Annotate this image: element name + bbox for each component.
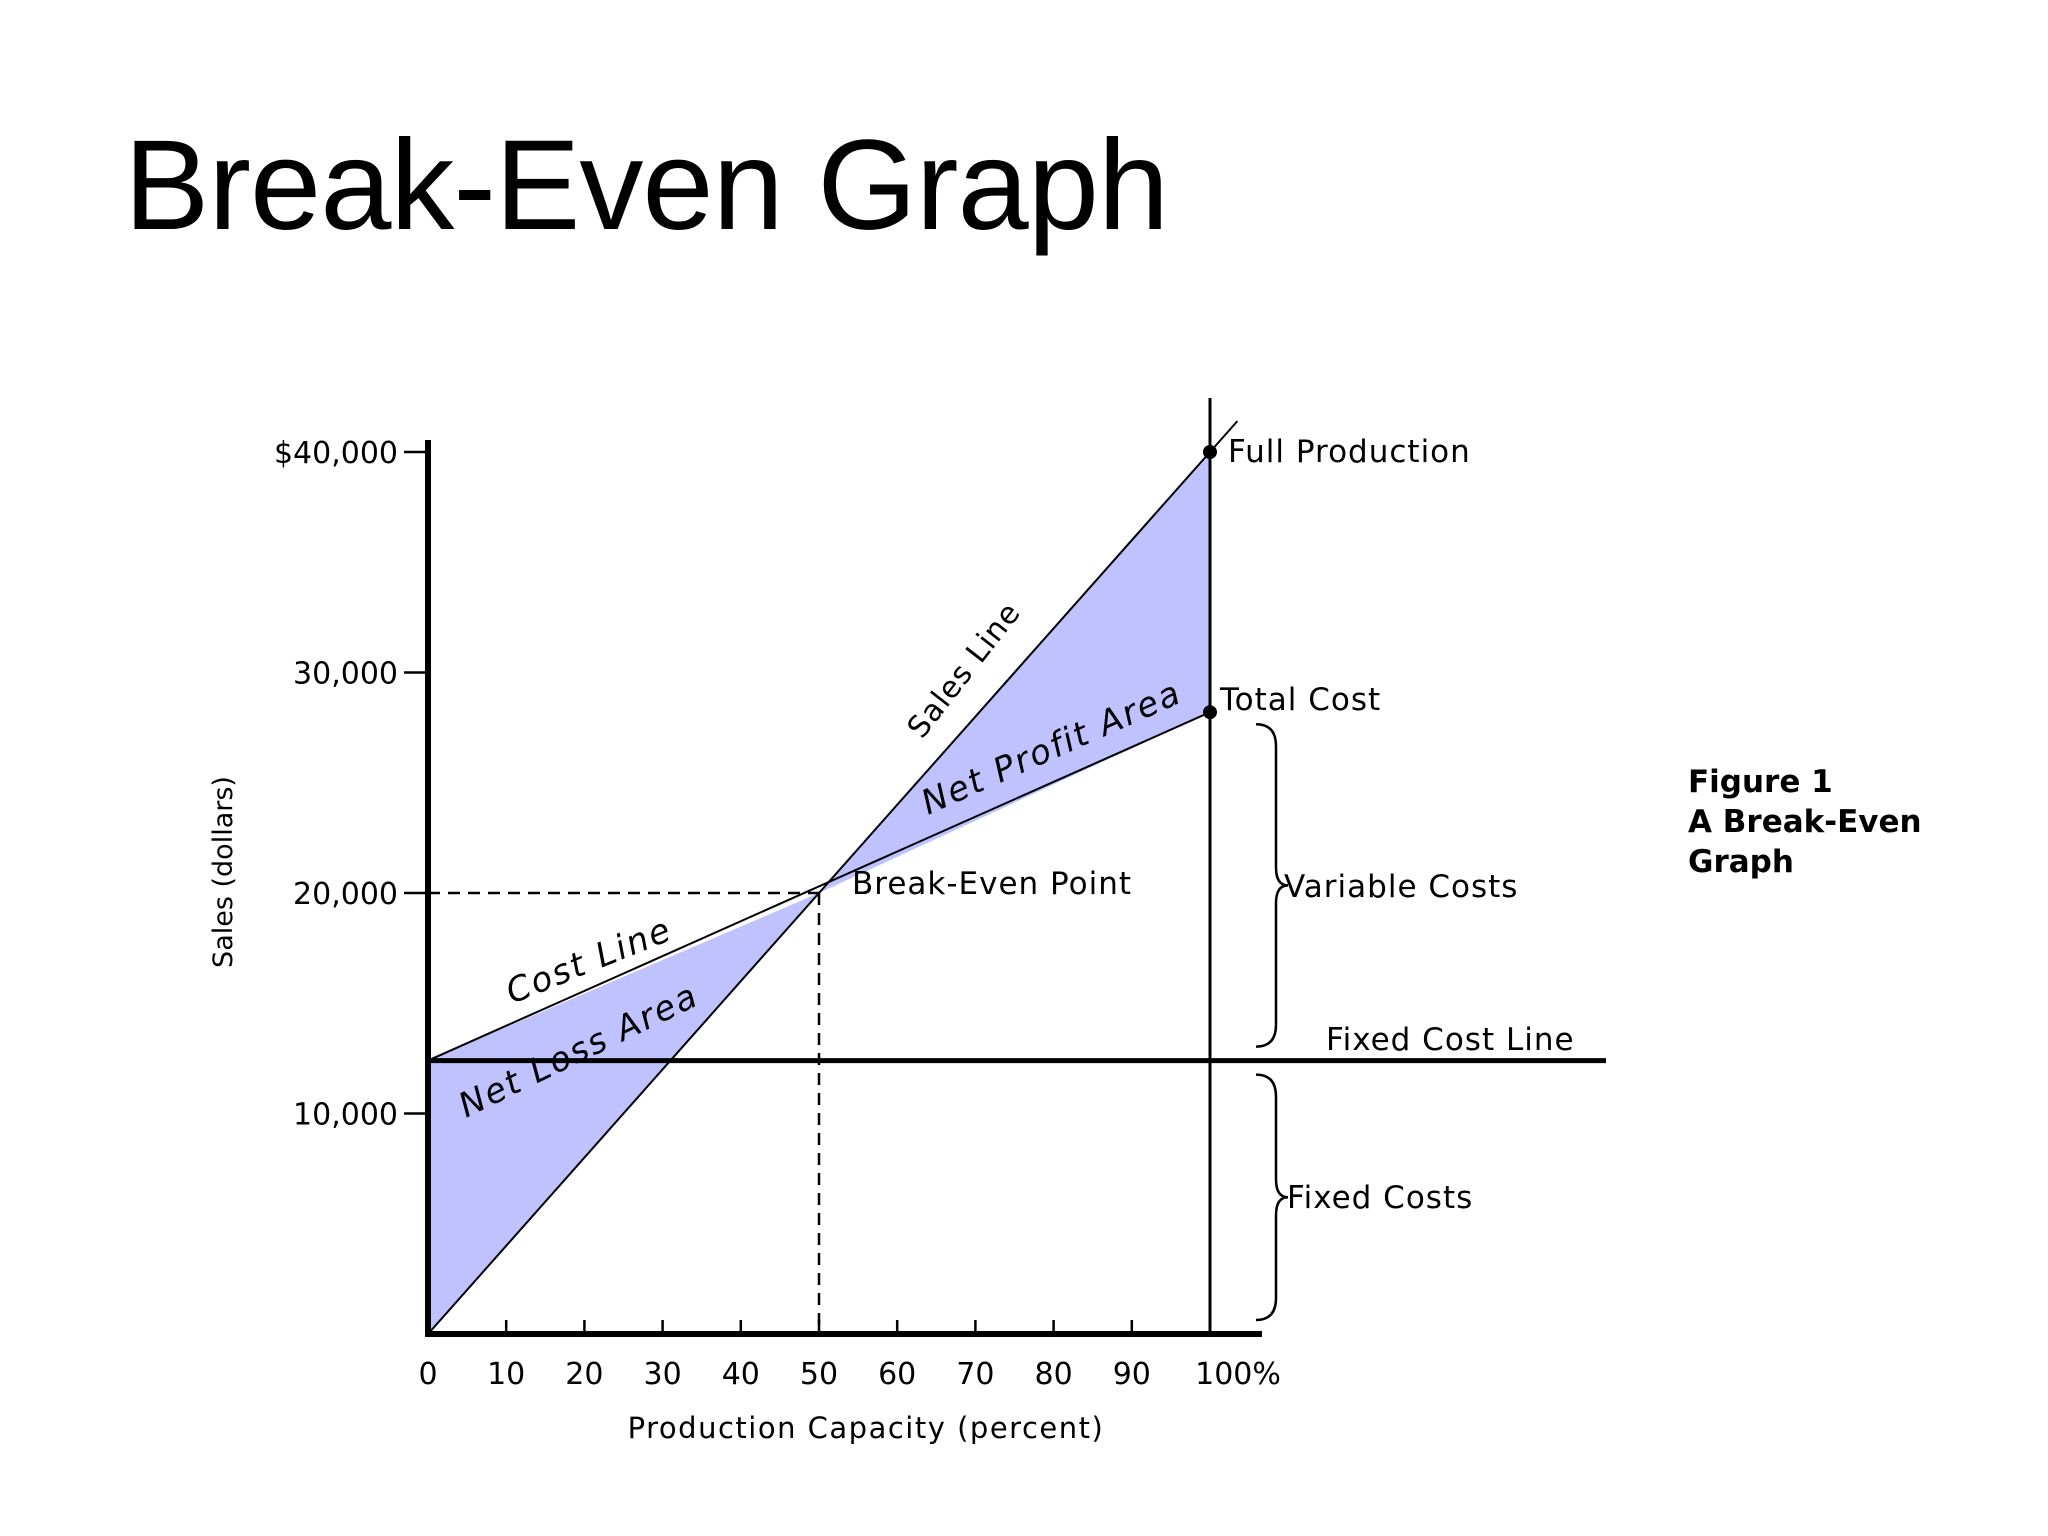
page-title: Break-Even Graph [124,114,1169,257]
y-tick-label: $40,000 [274,436,398,471]
fixed-costs-label: Fixed Costs [1287,1180,1473,1216]
caption-line-1: Figure 1 [1688,764,1833,800]
figure-caption: Figure 1 A Break-Even Graph [1688,762,1922,882]
x-tick-label: 20 [565,1357,603,1392]
x-tick-label: 0 [418,1357,437,1392]
caption-line-3: Graph [1688,844,1794,880]
x-axis-title: Production Capacity (percent) [628,1411,1105,1445]
x-tick-label: 100% [1195,1357,1281,1392]
y-axis-title: Sales (dollars) [208,776,239,968]
x-tick-label: 70 [956,1357,994,1392]
sales-line [427,420,1239,1335]
caption-line-2: A Break-Even [1688,804,1922,840]
x-tick-label: 50 [800,1357,838,1392]
x-tick-label: 90 [1113,1357,1151,1392]
variable-costs-label: Variable Costs [1284,869,1518,905]
y-tick-label: 20,000 [293,877,398,912]
fixed-costs-brace [1255,1073,1289,1322]
x-tick-label: 60 [878,1357,916,1392]
break-even-point-label: Break-Even Point [852,866,1132,902]
x-axis-ticks: 0 10 20 30 40 50 60 70 80 90 100% [418,1320,1281,1392]
total-cost-label: Total Cost [1219,682,1381,718]
x-tick-label: 40 [722,1357,760,1392]
y-tick-label: 10,000 [293,1098,398,1133]
full-production-label: Full Production [1228,434,1471,470]
x-tick-label: 30 [644,1357,682,1392]
y-tick-label: 30,000 [293,657,398,692]
x-tick-label: 80 [1035,1357,1073,1392]
cost-line [427,711,1211,1062]
fixed-cost-line-label: Fixed Cost Line [1326,1022,1575,1058]
total-cost-marker [1203,705,1217,720]
variable-costs-brace [1255,722,1289,1048]
x-tick-label: 10 [487,1357,525,1392]
y-axis-ticks: 10,000 20,000 30,000 $40,000 [274,436,428,1133]
full-production-marker [1203,445,1217,459]
